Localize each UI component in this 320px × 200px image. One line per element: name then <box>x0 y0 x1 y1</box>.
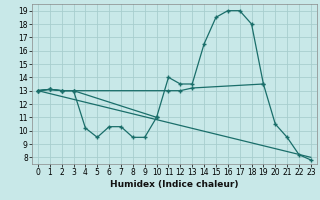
X-axis label: Humidex (Indice chaleur): Humidex (Indice chaleur) <box>110 180 239 189</box>
